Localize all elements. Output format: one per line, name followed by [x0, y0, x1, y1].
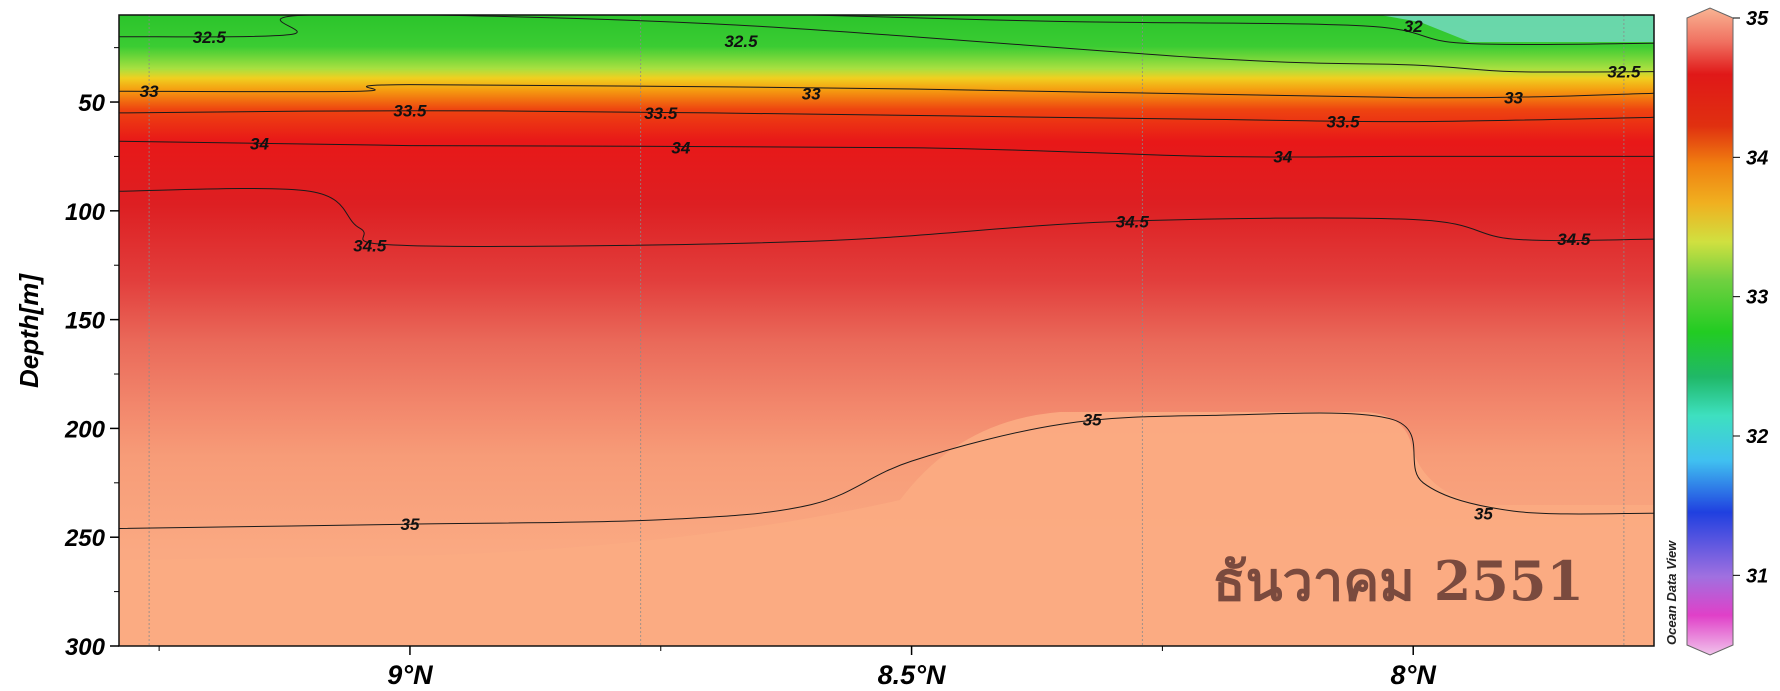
contour-34.5	[119, 187, 1654, 247]
colorbar-tick-label-3: 34	[1746, 147, 1768, 169]
date-annotation: ธันวาคม 2551	[1213, 549, 1584, 613]
contour-label-14: 34.5	[1116, 213, 1150, 232]
contour-label-1: 32.5	[724, 32, 758, 51]
contour-label-4: 33	[140, 82, 159, 101]
contour-label-5: 33	[802, 84, 821, 103]
contour-label-16: 35	[400, 515, 419, 534]
contour-label-0: 32.5	[193, 28, 227, 47]
contour-label-13: 34.5	[353, 237, 387, 256]
deep-west-layer	[119, 500, 900, 646]
plot-area: 32.5 32.5 32 32.5 33 33 33 33.5 33.5 33.5 34 34 34 34…	[118, 14, 1655, 647]
deep-high-salinity-dome	[900, 412, 1654, 646]
x-tick-label-0: 9°N	[387, 660, 433, 690]
y-axis-title: Depth[m]	[14, 273, 44, 388]
contour-label-17: 35	[1083, 411, 1102, 430]
colorbar-tick-label-4: 35	[1746, 8, 1769, 30]
x-tick-label-1: 8.5°N	[878, 660, 946, 690]
contour-label-18: 35	[1474, 504, 1493, 523]
contour-label-15: 34.5	[1557, 230, 1591, 249]
colorbar-tick-label-0: 31	[1746, 565, 1768, 587]
colorbar-tick-label-2: 33	[1746, 287, 1768, 309]
surface-low-salinity-patch	[1380, 15, 1654, 42]
contour-label-12: 34	[1273, 147, 1292, 166]
contour-label-2: 32	[1404, 17, 1423, 36]
watermark: Ocean Data View	[1664, 540, 1679, 645]
contour-label-8: 33.5	[644, 104, 678, 123]
y-tick-label-5: 300	[65, 634, 106, 661]
contour-label-11: 34	[671, 139, 690, 158]
plot-frame	[118, 14, 1655, 647]
contour-33.5	[119, 110, 1654, 123]
y-tick-label-4: 250	[64, 525, 106, 552]
contour-label-3: 32.5	[1607, 63, 1641, 82]
x-tick-label-2: 8°N	[1391, 660, 1437, 690]
station-lines	[148, 15, 1625, 646]
colorbar-tick-label-1: 32	[1746, 426, 1768, 448]
contour-35	[119, 412, 1654, 529]
contour-34	[119, 140, 1654, 158]
contour-labels: 32.5 32.5 32 32.5 33 33 33 33.5 33.5 33.5 34 34 34 34…	[140, 17, 1641, 534]
y-axis: 50 100 150 200 250 300	[64, 47, 119, 661]
contour-label-7: 33.5	[393, 102, 427, 121]
colorbar: 31 32 33 34 35	[1686, 7, 1769, 656]
x-axis: 9°N 8.5°N 8°N	[158, 646, 1437, 690]
contour-lines	[119, 15, 1654, 529]
colorbar-ticks: 31 32 33 34 35	[1733, 8, 1769, 587]
y-tick-label-0: 50	[78, 90, 105, 117]
y-tick-label-1: 100	[65, 199, 106, 226]
y-tick-label-3: 200	[64, 416, 106, 443]
field-shading	[119, 15, 1654, 646]
contour-33	[119, 84, 1654, 99]
colorbar-scale	[1686, 7, 1734, 656]
contour-32	[811, 15, 1654, 46]
contour-label-6: 33	[1504, 89, 1523, 108]
contour-label-9: 33.5	[1326, 113, 1360, 132]
y-tick-label-2: 150	[65, 308, 106, 335]
contour-32.5	[119, 15, 1654, 73]
contour-label-10: 34	[250, 134, 269, 153]
